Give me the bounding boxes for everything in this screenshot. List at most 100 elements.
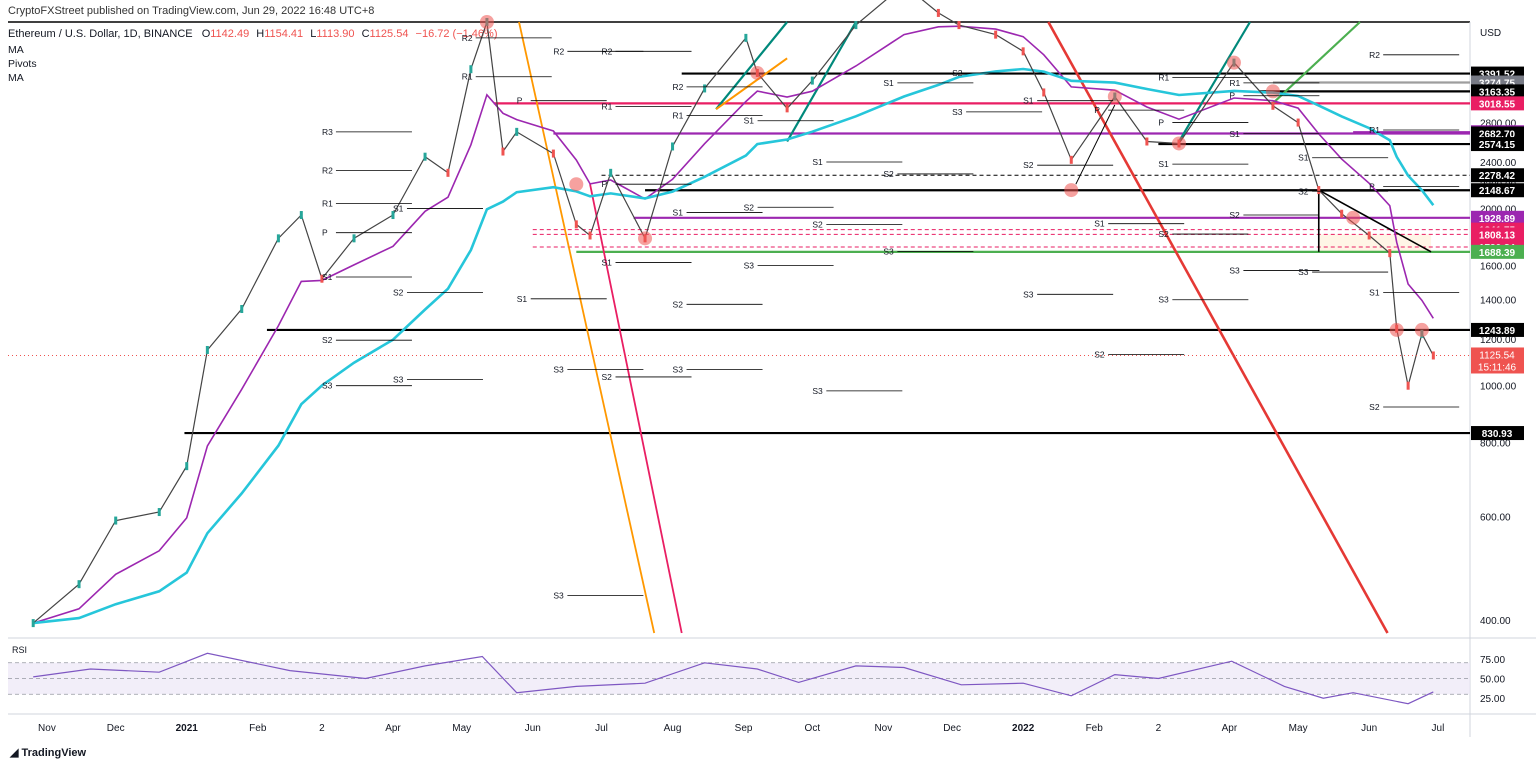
price-candle (588, 231, 592, 240)
level-badge-text: 830.93 (1482, 429, 1513, 440)
price-candle (77, 580, 81, 589)
pivot-label: S1 (322, 272, 333, 282)
pivot-label: S1 (393, 204, 404, 214)
pivot-label: S2 (1094, 349, 1105, 359)
pivot-label: S2 (1298, 186, 1309, 196)
level-badge (1471, 227, 1524, 242)
price-candle (1317, 186, 1321, 195)
pivot-label: S1 (1369, 288, 1380, 298)
pivot-label: S1 (602, 257, 613, 267)
y-tick-label: 1600.00 (1480, 262, 1517, 273)
level-badge-text: 1808.13 (1479, 230, 1516, 241)
pivot-label: R2 (322, 166, 333, 176)
pivot-label: S3 (553, 365, 564, 375)
x-tick-label: Nov (38, 723, 56, 734)
level-badge (1471, 96, 1524, 111)
pivot-label: R2 (462, 33, 473, 43)
price-candle (185, 462, 189, 471)
pink-trendline (589, 184, 683, 634)
x-tick-label: Jul (595, 723, 608, 734)
pivot-label: S1 (812, 157, 823, 167)
price-candle (31, 619, 35, 628)
rsi-tick-label: 75.00 (1480, 655, 1505, 666)
price-candle (1296, 118, 1300, 127)
y-tick-label: 400.00 (1480, 616, 1511, 627)
high-value: 1154.41 (264, 28, 304, 40)
teal-uptrend-line-2 (786, 21, 857, 143)
pivot-label: P (602, 179, 608, 189)
x-tick-label: 2021 (176, 723, 199, 734)
reaction-marker (479, 15, 494, 29)
pivot-label: R1 (602, 102, 613, 112)
last-price-text: 1125.54 (1479, 350, 1515, 361)
level-badge (1471, 84, 1524, 99)
price-candle (1145, 137, 1149, 146)
level-badge-text: 2148.67 (1479, 186, 1516, 197)
pivot-label: R1 (462, 72, 473, 82)
ohlc-legend: Ethereum / U.S. Dollar, 1D, BINANCE O114… (8, 28, 497, 40)
pivot-label: S3 (744, 261, 755, 271)
pivot-label: S2 (393, 288, 404, 298)
pivot-label: S2 (602, 372, 613, 382)
pivot-label: S3 (553, 591, 564, 601)
x-tick-label: Jul (1432, 723, 1445, 734)
x-tick-label: Jun (525, 723, 541, 734)
price-candle (1069, 155, 1073, 164)
pivot-label: S2 (1158, 229, 1169, 239)
x-tick-label: Feb (249, 723, 267, 734)
pivot-label: P (1094, 105, 1100, 115)
price-candle (446, 168, 450, 177)
level-badge-text: 2682.70 (1479, 130, 1516, 141)
price-candle (785, 104, 789, 113)
pivot-label: P (1369, 182, 1375, 192)
reaction-marker (1265, 84, 1280, 99)
symbol-name: Ethereum / U.S. Dollar, 1D, BINANCE (8, 28, 193, 40)
price-candle (936, 8, 940, 17)
reaction-marker (750, 65, 765, 80)
pivot-label: R2 (1369, 50, 1380, 60)
price-candle (703, 84, 707, 93)
reaction-marker (569, 177, 584, 192)
y-tick-label: 600.00 (1480, 512, 1511, 523)
y-tick-label: 1400.00 (1480, 296, 1517, 307)
rising-channel-line (1075, 104, 1116, 185)
level-badge (1471, 322, 1524, 337)
pivot-label: R1 (1229, 78, 1240, 88)
price-candle (469, 65, 473, 74)
reaction-marker (1346, 210, 1361, 225)
pivot-label: S1 (673, 207, 684, 217)
price-candle (957, 21, 961, 30)
last-price-badge (1471, 347, 1524, 374)
teal-uptrend-line (715, 21, 788, 110)
pivot-label: R3 (322, 127, 333, 137)
indicator-pivots[interactable]: Pivots (8, 58, 37, 70)
pivot-label: S2 (952, 68, 963, 78)
price-candle (1406, 381, 1410, 390)
price-candle (423, 152, 427, 161)
pivot-label: P (1229, 91, 1235, 101)
pivot-label: S1 (883, 78, 894, 88)
pivot-label: S1 (1298, 153, 1309, 163)
pivot-label: S3 (883, 247, 894, 257)
indicator-ma-1[interactable]: MA (8, 44, 24, 56)
pivot-label: S3 (1023, 289, 1034, 299)
level-badge-text: 3274.75 (1479, 79, 1516, 90)
green-uptrend-line (1272, 21, 1361, 105)
x-tick-label: Apr (385, 723, 401, 734)
low-label: L (310, 28, 317, 40)
x-tick-label: 2 (1156, 723, 1162, 734)
triangle-upper-line (1318, 189, 1432, 253)
indicator-ma-2[interactable]: MA (8, 72, 24, 84)
rsi-tick-label: 50.00 (1480, 675, 1505, 686)
x-tick-label: Oct (805, 723, 821, 734)
level-badge-text: 1243.89 (1479, 326, 1516, 337)
price-candle (276, 234, 280, 243)
tradingview-logo: ◢ TradingView (10, 747, 87, 759)
x-tick-label: Dec (943, 723, 961, 734)
level-badge-text: 3018.55 (1479, 99, 1516, 110)
level-badge (1471, 183, 1524, 198)
level-badge (1471, 426, 1524, 441)
pivot-label: S1 (1094, 219, 1105, 229)
price-candle (205, 345, 209, 354)
